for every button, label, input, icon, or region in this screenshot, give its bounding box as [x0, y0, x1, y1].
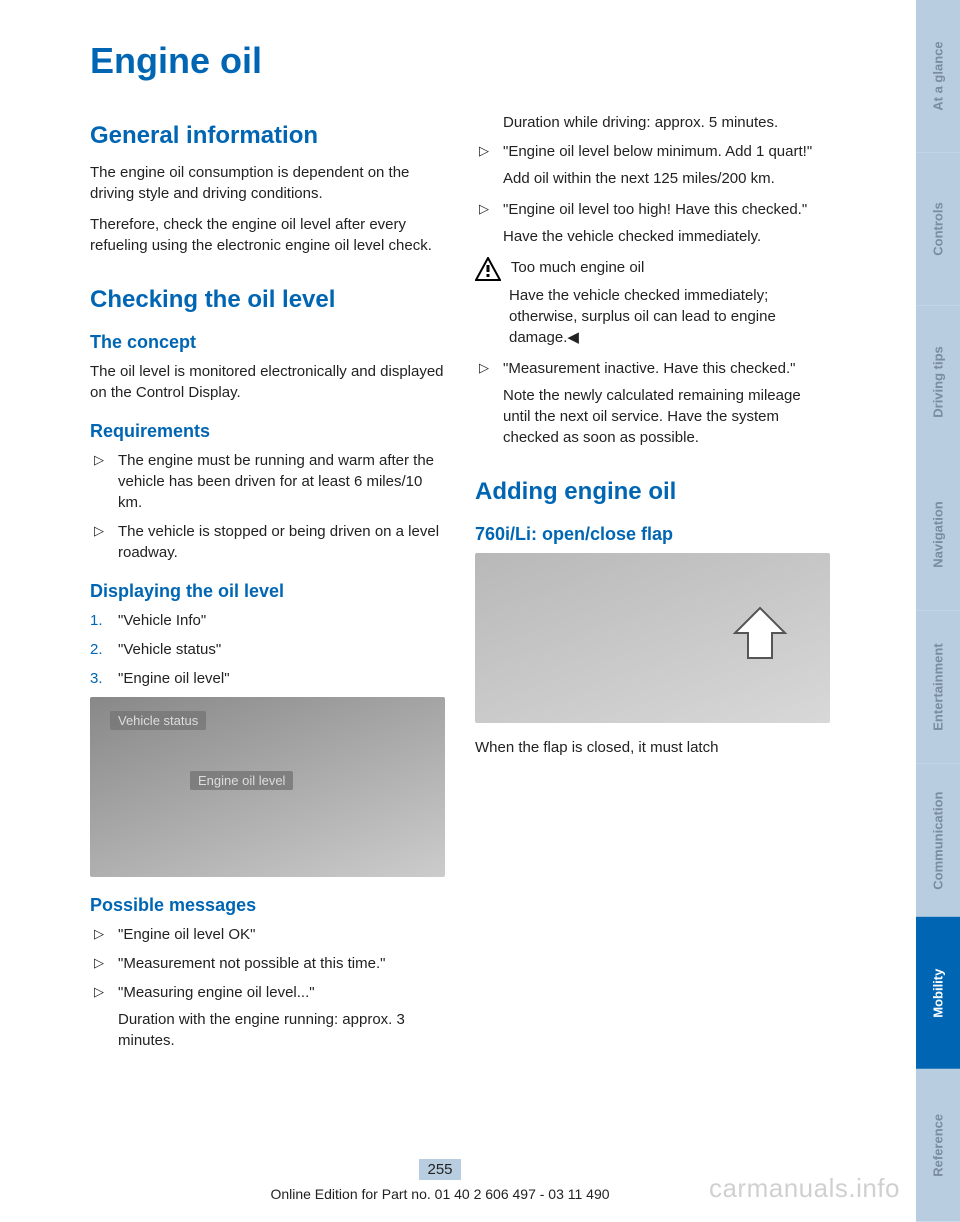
tab-mobility[interactable]: Mobility [916, 917, 960, 1070]
messages-list: "Engine oil level OK" "Measurement not p… [90, 924, 445, 1051]
concept-heading: The concept [90, 332, 445, 353]
msg-text: "Measurement inactive. Have this checked… [503, 360, 795, 377]
messages-list-cont: "Engine oil level below minimum. Add 1 q… [475, 141, 830, 247]
body-text: The oil level is monitored electronicall… [90, 361, 445, 403]
warning-title: Too much engine oil [511, 259, 644, 276]
page-number-container: 255 [0, 1159, 880, 1180]
footer-text: Online Edition for Part no. 01 40 2 606 … [0, 1186, 880, 1202]
step-number: 3. [90, 668, 103, 689]
page-title: Engine oil [90, 40, 830, 82]
msg-subtext: Have the vehicle checked immediately. [503, 226, 830, 247]
body-text: Therefore, check the engine oil level af… [90, 214, 445, 256]
step-text: "Vehicle Info" [118, 612, 206, 629]
tab-entertainment[interactable]: Entertainment [916, 611, 960, 764]
warning-body: Have the vehicle checked immedi­ately; o… [475, 285, 830, 348]
list-item: "Measuring engine oil level..." Duration… [90, 982, 445, 1051]
msg-text: "Engine oil level below minimum. Add 1 q… [503, 143, 812, 160]
steps-list: 1. "Vehicle Info" 2. "Vehicle status" 3. "E… [90, 610, 445, 689]
flap-caption: When the flap is closed, it must latch [475, 737, 830, 758]
content-columns: General information The engine oil consu… [90, 112, 830, 1061]
list-item: The vehicle is stopped or being driven o… [90, 521, 445, 563]
adding-oil-heading: Adding engine oil [475, 478, 830, 506]
image-label: Engine oil level [190, 771, 293, 790]
step-text: "Vehicle status" [118, 641, 221, 658]
list-item: "Measurement inactive. Have this checked… [475, 358, 830, 448]
msg-text: "Measuring engine oil level..." [118, 984, 315, 1001]
list-item: "Engine oil level too high! Have this ch… [475, 199, 830, 247]
msg-subtext: Add oil within the next 125 miles/200 km… [503, 168, 830, 189]
warning-block: Too much engine oil Have the vehicle che… [475, 257, 830, 348]
tab-at-a-glance[interactable]: At a glance [916, 0, 960, 153]
msg-text: "Engine oil level too high! Have this ch… [503, 201, 807, 218]
right-column: Duration while driving: approx. 5 minute… [475, 112, 830, 1061]
list-item: The engine must be running and warm afte… [90, 450, 445, 513]
body-text: The engine oil consumption is dependent … [90, 162, 445, 204]
tab-navigation[interactable]: Navigation [916, 458, 960, 611]
tab-driving-tips[interactable]: Driving tips [916, 306, 960, 459]
tab-controls[interactable]: Controls [916, 153, 960, 306]
list-item: 3. "Engine oil level" [90, 668, 445, 689]
list-item: 2. "Vehicle status" [90, 639, 445, 660]
control-display-image: Vehicle status Engine oil level [90, 697, 445, 877]
section-tabs: At a glance Controls Driving tips Naviga… [916, 0, 960, 1222]
requirements-list: The engine must be running and warm afte… [90, 450, 445, 563]
warning-icon [475, 257, 501, 281]
step-text: "Engine oil level" [118, 670, 230, 687]
warning-line: Too much engine oil [475, 257, 830, 281]
step-number: 1. [90, 610, 103, 631]
general-info-heading: General information [90, 122, 445, 150]
flap-heading: 760i/Li: open/close flap [475, 524, 830, 545]
msg-subtext: Note the newly calculated remaining mile… [503, 385, 830, 448]
list-item: "Measurement not possible at this time." [90, 953, 445, 974]
requirements-heading: Requirements [90, 421, 445, 442]
list-item: "Engine oil level below minimum. Add 1 q… [475, 141, 830, 189]
messages-list-cont2: "Measurement inactive. Have this checked… [475, 358, 830, 448]
msg-subtext: Duration with the engine running: ap­pro… [118, 1009, 445, 1051]
image-label: Vehicle status [110, 711, 206, 730]
displaying-heading: Displaying the oil level [90, 581, 445, 602]
messages-heading: Possible messages [90, 895, 445, 916]
tab-reference[interactable]: Reference [916, 1069, 960, 1222]
step-number: 2. [90, 639, 103, 660]
left-column: General information The engine oil consu… [90, 112, 445, 1061]
continuation-text: Duration while driving: approx. 5 minute… [475, 112, 830, 133]
page-number: 255 [419, 1159, 460, 1180]
list-item: "Engine oil level OK" [90, 924, 445, 945]
tab-communication[interactable]: Communication [916, 764, 960, 917]
document-page: Engine oil General information The engin… [0, 0, 880, 1222]
engine-flap-image [475, 553, 830, 723]
list-item: 1. "Vehicle Info" [90, 610, 445, 631]
checking-heading: Checking the oil level [90, 286, 445, 314]
